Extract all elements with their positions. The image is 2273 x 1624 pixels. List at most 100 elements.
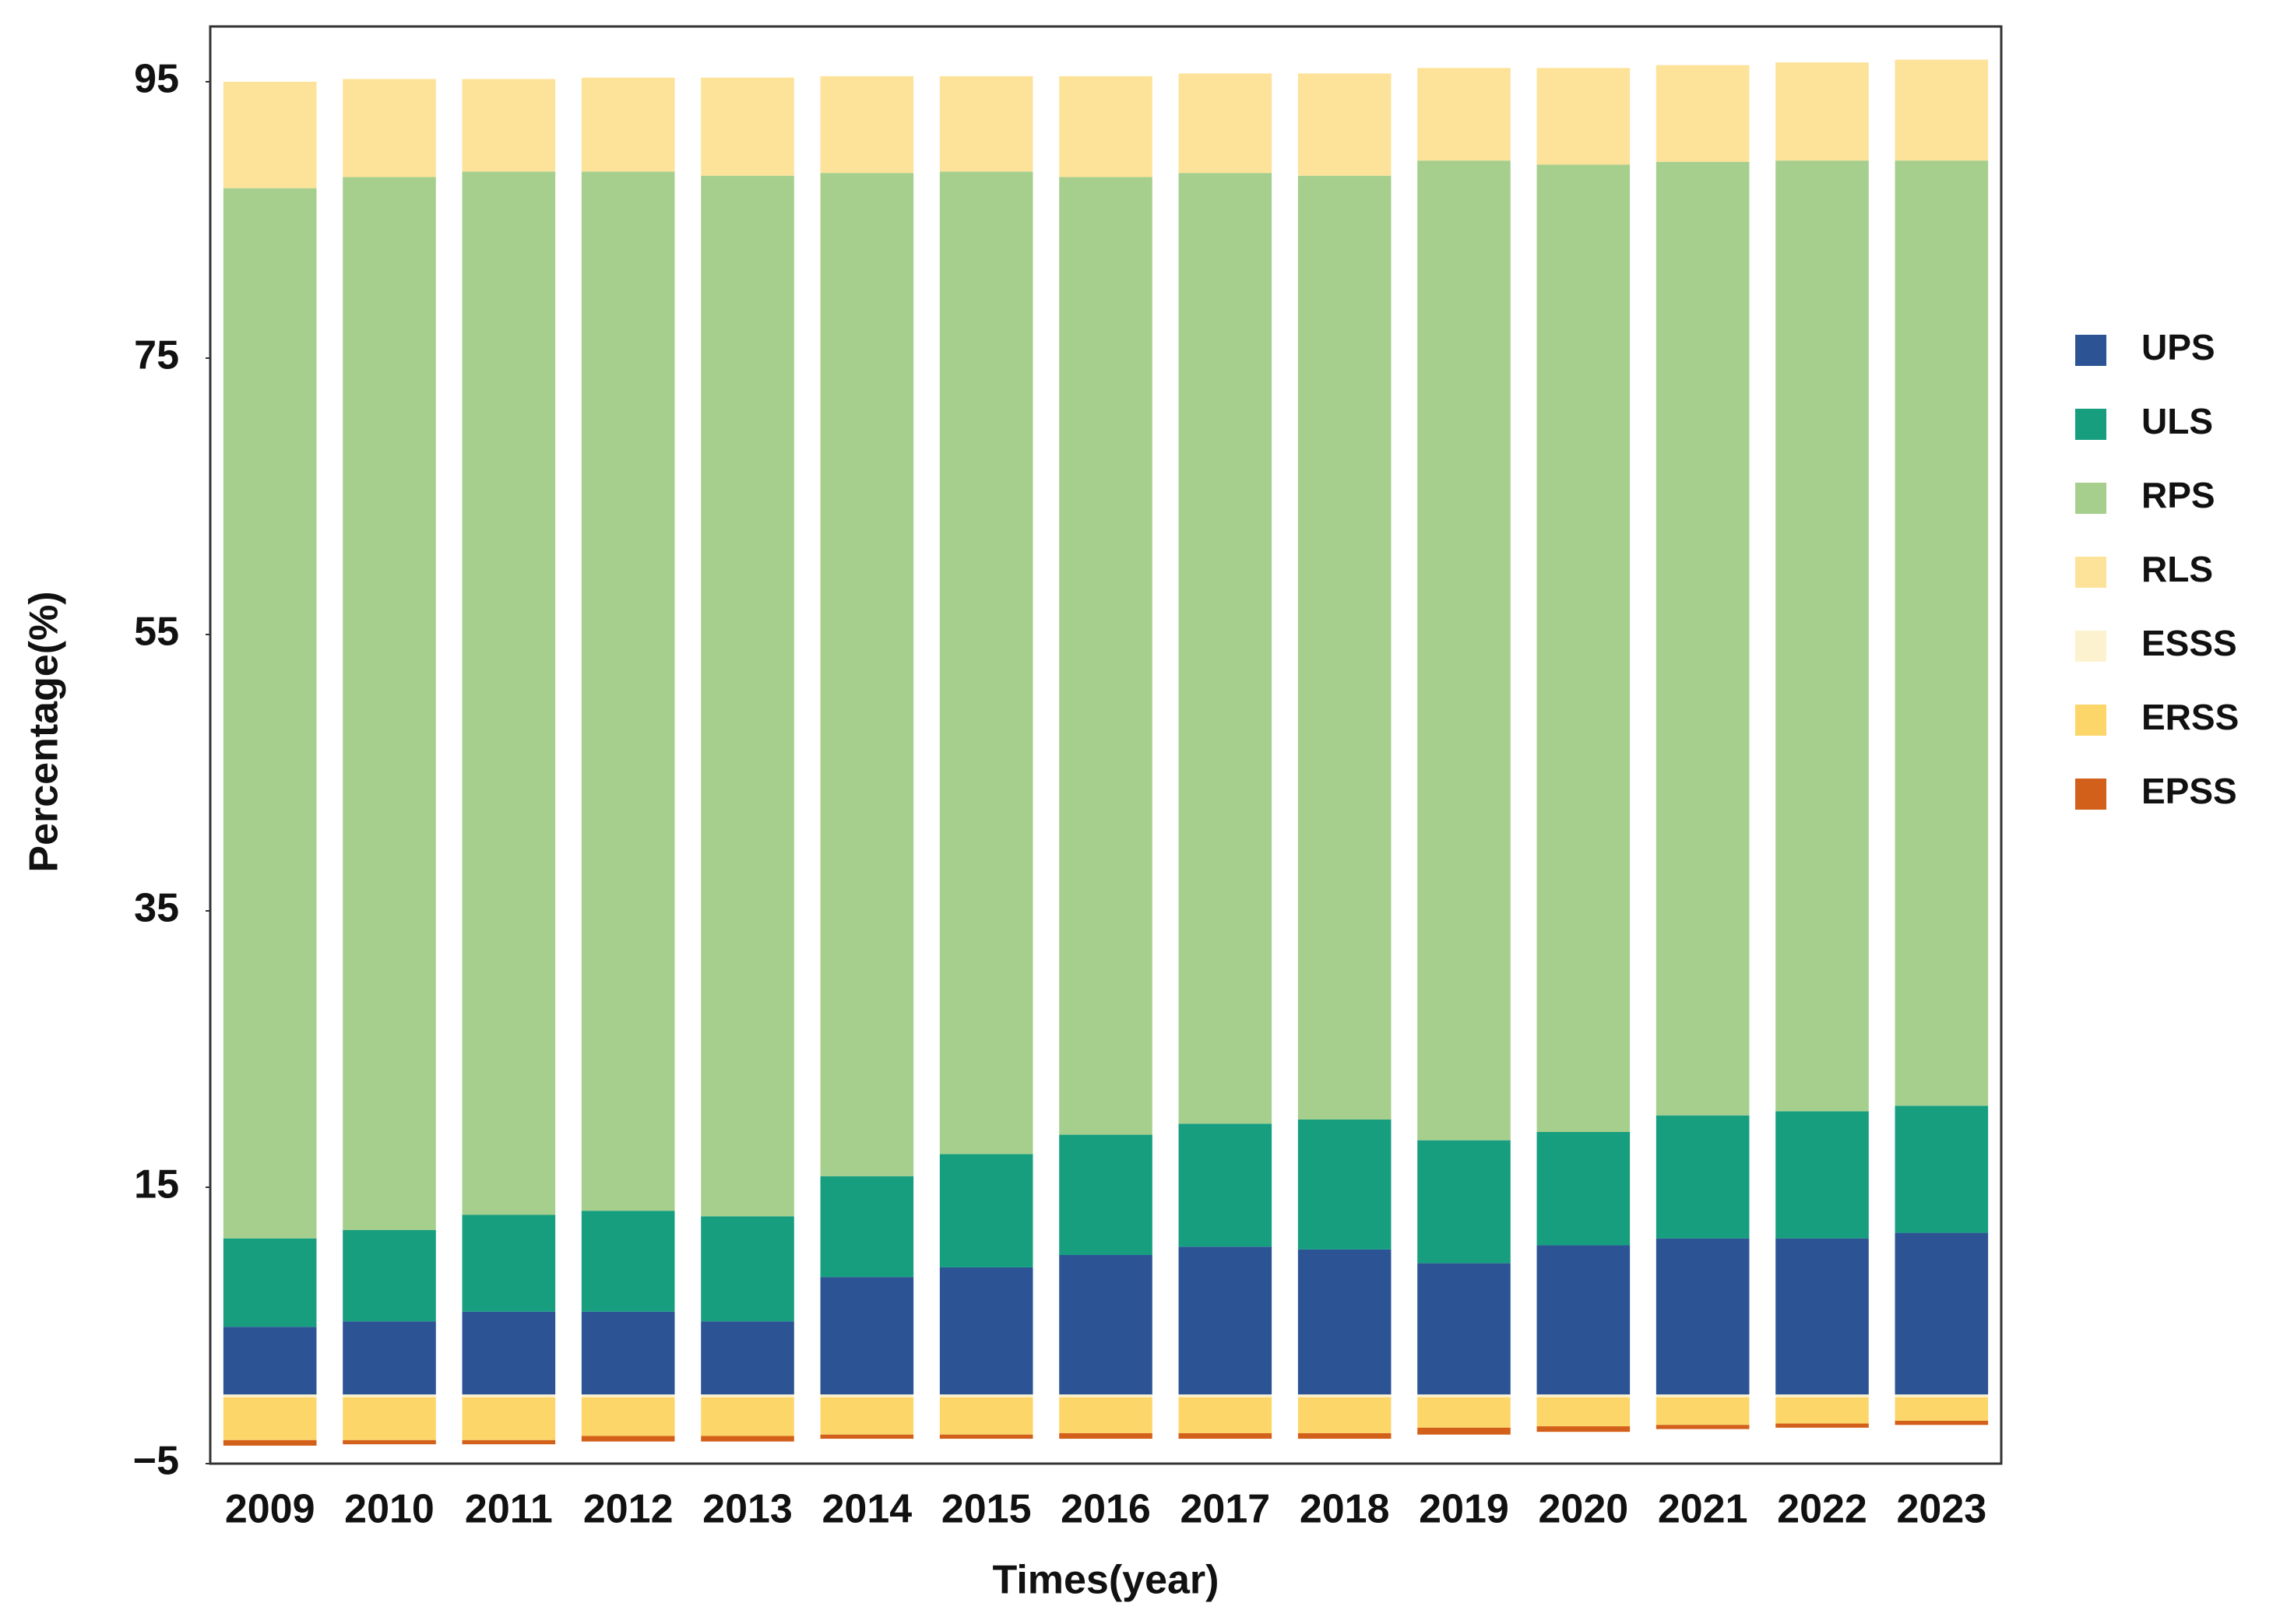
bar-segment [462,1439,556,1445]
bar-segment [1775,160,1869,1112]
bar-segment [1536,1397,1631,1427]
bar-segment [1417,1394,1511,1397]
x-tick-label: 2019 [1419,1487,1509,1532]
plot-frame [209,25,2003,1465]
bar-segment [1895,1394,1989,1397]
bar-segment [939,1267,1033,1395]
bar-segment [939,171,1033,1155]
bar-segment [1895,1420,1989,1425]
x-tick-label: 2013 [702,1487,793,1532]
bar-segment [1775,1423,1869,1428]
bar-segment [462,171,556,1215]
bar-segment [223,1327,317,1395]
x-tick-label: 2018 [1300,1487,1390,1532]
legend-swatch [2075,631,2106,662]
bar-segment [1178,1397,1272,1433]
x-tick-label: 2010 [344,1487,435,1532]
bar-segment [1059,1134,1152,1255]
bar-segment [1059,1254,1152,1395]
bar-segment [1297,1249,1392,1395]
bar-segment [1178,73,1272,174]
bar-segment [581,1311,675,1395]
bar-segment [1297,1394,1392,1397]
bar-segment [1536,1245,1631,1395]
bar-segment [1178,1246,1272,1395]
bar-segment [701,175,794,1217]
bar-segment [939,1397,1033,1435]
bar-segment [1536,1426,1631,1432]
legend-label: ESSS [2141,623,2237,663]
bar-segment [1297,175,1392,1120]
bar-segment [1895,1397,1989,1421]
bar-segment [1297,1432,1392,1439]
bar-segment [1297,1120,1392,1250]
bar-segment [1536,164,1631,1132]
bar-segment [701,77,794,176]
bar-segment [1417,68,1511,161]
bar-segment [1178,173,1272,1124]
bar-segment [1059,1432,1152,1439]
legend-swatch [2075,779,2106,810]
bar-segment [1655,1394,1750,1397]
bar-segment [701,1216,794,1322]
bar-segment [581,77,675,172]
bar-segment [581,1211,675,1312]
bar-segment [343,1439,436,1445]
bar-segment [1655,1238,1750,1395]
bar-segment [343,1230,436,1322]
bar-segment [581,1397,675,1436]
bar-segment [462,1397,556,1440]
bar-segment [462,1214,556,1312]
x-tick-label: 2017 [1180,1487,1270,1532]
bar-segment [1655,1397,1750,1425]
bar-segment [1417,1140,1511,1264]
bar-segment [939,1394,1033,1397]
bar-segment [1655,161,1750,1116]
x-axis-title: Times(year) [993,1558,1219,1603]
bar-segment [1775,1238,1869,1395]
bar-segment [1775,1394,1869,1397]
bar-segment [462,1311,556,1395]
bar-segment [462,79,556,172]
bar-segment [1655,65,1750,162]
bar-segment [701,1321,794,1395]
bar-segment [462,1394,556,1397]
x-tick-label: 2022 [1777,1487,1867,1532]
bar-segment [343,177,436,1231]
bar-segment [1178,1394,1272,1397]
bar-segment [1059,1394,1152,1397]
legend-label: RPS [2141,475,2215,515]
bar-segment [939,1154,1033,1267]
bar-segment [1655,1115,1750,1239]
bar-segment [581,1394,675,1397]
bar-segment [1536,68,1631,165]
bar-segment [1895,1106,1989,1233]
y-tick-label: 95 [134,57,179,102]
bar-segment [820,1397,914,1435]
bar-segment [1297,73,1392,176]
x-tick-label: 2009 [225,1487,315,1532]
bar-segment [820,1176,914,1278]
legend-label: EPSS [2141,771,2237,811]
bar-segment [820,173,914,1176]
bar-segment [701,1436,794,1442]
x-tick-label: 2016 [1061,1487,1151,1532]
bar-segment [223,1238,317,1327]
bar-segment [701,1397,794,1436]
bar-segment [1297,1397,1392,1433]
bar-segment [1655,1425,1750,1429]
bar-segment [343,1397,436,1440]
x-tick-label: 2020 [1538,1487,1628,1532]
bar-segment [343,1394,436,1397]
x-tick-label: 2015 [941,1487,1032,1532]
bar-segment [1178,1432,1272,1439]
bar-segment [581,1436,675,1442]
legend-swatch [2075,335,2106,366]
bar-segment [1059,76,1152,178]
x-tick-label: 2023 [1896,1487,1986,1532]
bar-segment [223,1439,317,1446]
y-tick-label: 75 [134,333,179,378]
bar-segment [343,1321,436,1395]
bar-segment [1536,1132,1631,1246]
